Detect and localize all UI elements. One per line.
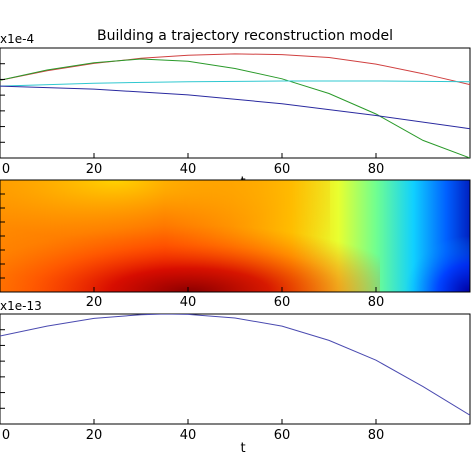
bottom-panel: x1e-13 0 20 40 60 80 t — [0, 299, 471, 456]
series-line-0-0 — [0, 53, 470, 86]
x-tick-label-2-2: 40 — [180, 428, 197, 443]
bottom-y-ticks — [0, 329, 5, 409]
heatmap-x-tick-label-2: 60 — [274, 295, 291, 310]
series-line-0-2 — [0, 80, 470, 87]
x-tick-label-2-1: 20 — [86, 428, 103, 443]
heatmap-hotspot — [0, 180, 380, 292]
x-tick-label-2-4: 80 — [368, 428, 385, 443]
x-tick-label-0-3: 60 — [274, 162, 291, 177]
figure-title: Building a trajectory reconstruction mod… — [97, 28, 393, 44]
heatmap-y-ticks — [0, 193, 5, 279]
heatmap-panel: 20 40 60 80 — [0, 179, 471, 310]
heatmap-x-tick-label-3: 80 — [368, 295, 385, 310]
heatmap-frame — [0, 179, 471, 293]
x-tick-label-2-0: 0 — [2, 428, 10, 443]
x-tick-label-0-2: 40 — [180, 162, 197, 177]
bottom-offset-label: x1e-13 — [0, 299, 42, 313]
x-tick-label-0-4: 80 — [368, 162, 385, 177]
series-line-2-0 — [0, 314, 470, 416]
top-offset-label: x1e-4 — [0, 32, 34, 46]
bottom-x-ticks: 0 20 40 60 80 — [0, 419, 384, 443]
series-line-0-1 — [0, 58, 470, 158]
heatmap-x-ticks: 20 40 60 80 — [86, 287, 385, 310]
series-line-0-3 — [0, 85, 470, 130]
top-y-ticks — [0, 63, 5, 143]
x-tick-label-0-1: 20 — [86, 162, 103, 177]
bottom-series-group — [0, 314, 470, 416]
top-series-group — [0, 53, 470, 158]
heatmap-x-tick-label-0: 20 — [86, 295, 103, 310]
x-tick-label-2-3: 60 — [274, 428, 291, 443]
bottom-axes-frame — [0, 313, 471, 425]
top-x-ticks: 0 20 40 60 80 — [0, 153, 384, 177]
top-axes-frame — [0, 47, 471, 159]
heatmap-x-tick-label-1: 40 — [180, 295, 197, 310]
x-tick-label-0-0: 0 — [2, 162, 10, 177]
heatmap-bluecorner — [340, 180, 470, 292]
bottom-xlabel: t — [240, 441, 245, 456]
